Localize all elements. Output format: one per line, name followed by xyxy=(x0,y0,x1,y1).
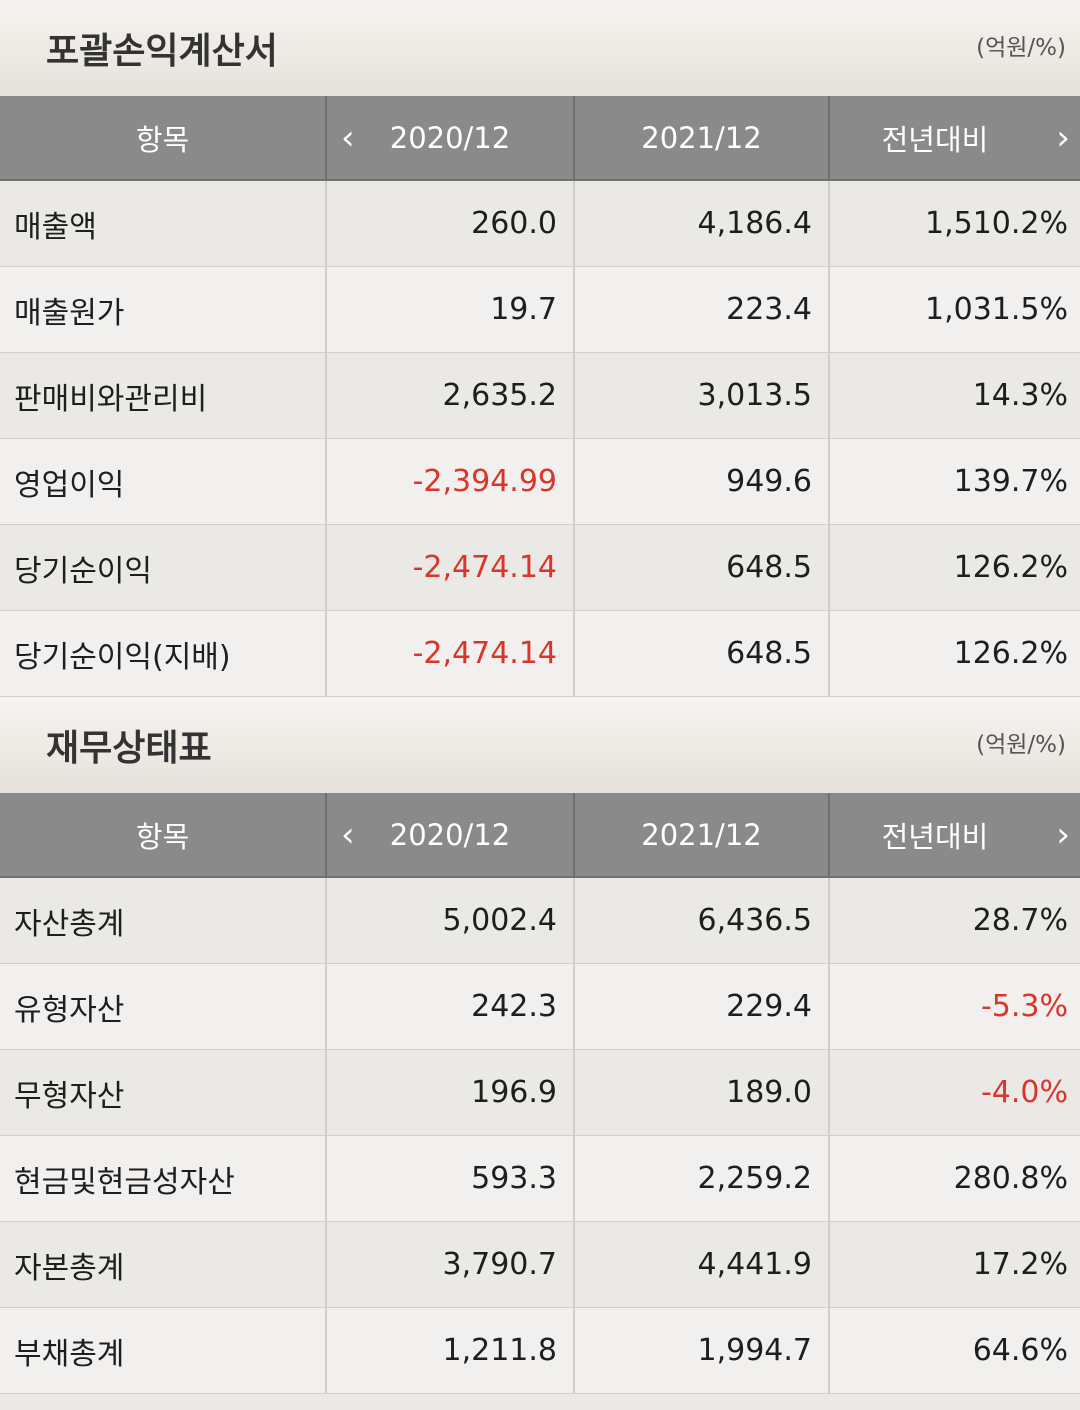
row-label: 부채총계 xyxy=(14,1336,125,1372)
value-2021: 229.4 xyxy=(573,964,828,1049)
value-2020: 2,635.2 xyxy=(325,353,573,438)
row-label: 매출원가 xyxy=(14,295,125,331)
table-row: 자본총계 3,790.7 4,441.9 17.2% xyxy=(0,1222,1080,1308)
table-row: 유형자산 242.3 229.4 -5.3% xyxy=(0,964,1080,1050)
value-2021: 6,436.5 xyxy=(573,878,828,963)
table-row: 영업이익 -2,394.99 949.6 139.7% xyxy=(0,439,1080,525)
row-label: 매출액 xyxy=(14,209,97,245)
table-row: 당기순이익 -2,474.14 648.5 126.2% xyxy=(0,525,1080,611)
table-row: 부채총계 1,211.8 1,994.7 64.6% xyxy=(0,1308,1080,1394)
value-2020: -2,474.14 xyxy=(325,525,573,610)
header-col-2020: ‹ 2020/12 xyxy=(325,96,573,179)
chevron-left-icon[interactable]: ‹ xyxy=(341,814,355,855)
section-header: 재무상태표 (억원/%) xyxy=(0,697,1080,793)
table-row: 자산총계 5,002.4 6,436.5 28.7% xyxy=(0,878,1080,964)
value-2020: 260.0 xyxy=(325,181,573,266)
value-2021: 949.6 xyxy=(573,439,828,524)
unit-label: (억원/%) xyxy=(976,35,1066,61)
value-yoy: 17.2% xyxy=(828,1222,1080,1307)
table-row: 현금및현금성자산 593.3 2,259.2 280.8% xyxy=(0,1136,1080,1222)
row-label: 당기순이익(지배) xyxy=(14,639,231,675)
value-yoy: 64.6% xyxy=(828,1308,1080,1393)
header-col-yoy: 전년대비 › xyxy=(828,793,1080,876)
header-col-2021: 2021/12 xyxy=(573,96,828,179)
value-yoy: 1,031.5% xyxy=(828,267,1080,352)
row-label: 판매비와관리비 xyxy=(14,381,208,417)
header-col-2021: 2021/12 xyxy=(573,793,828,876)
header-col-yoy: 전년대비 › xyxy=(828,96,1080,179)
header-col-2020: ‹ 2020/12 xyxy=(325,793,573,876)
value-2020: -2,474.14 xyxy=(325,611,573,696)
chevron-left-icon[interactable]: ‹ xyxy=(341,117,355,158)
value-2021: 4,441.9 xyxy=(573,1222,828,1307)
row-label: 무형자산 xyxy=(14,1078,125,1114)
value-yoy: 139.7% xyxy=(828,439,1080,524)
table-row: 매출액 260.0 4,186.4 1,510.2% xyxy=(0,181,1080,267)
value-yoy: 126.2% xyxy=(828,525,1080,610)
section-title: 재무상태표 xyxy=(46,728,212,769)
value-yoy: -4.0% xyxy=(828,1050,1080,1135)
value-2020: 3,790.7 xyxy=(325,1222,573,1307)
balance-table: 항목 ‹ 2020/12 2021/12 전년대비 › 자산총계 5,002.4 6… xyxy=(0,793,1080,1394)
header-item: 항목 xyxy=(135,122,190,157)
value-2021: 2,259.2 xyxy=(573,1136,828,1221)
header-item: 항목 xyxy=(135,819,190,854)
table-row: 당기순이익(지배) -2,474.14 648.5 126.2% xyxy=(0,611,1080,697)
value-2020: 5,002.4 xyxy=(325,878,573,963)
value-2020: 1,211.8 xyxy=(325,1308,573,1393)
value-yoy: 1,510.2% xyxy=(828,181,1080,266)
value-2021: 3,013.5 xyxy=(573,353,828,438)
table-header-row: 항목 ‹ 2020/12 2021/12 전년대비 › xyxy=(0,96,1080,181)
table-row: 판매비와관리비 2,635.2 3,013.5 14.3% xyxy=(0,353,1080,439)
chevron-right-icon[interactable]: › xyxy=(1056,814,1070,855)
table-header-row: 항목 ‹ 2020/12 2021/12 전년대비 › xyxy=(0,793,1080,878)
value-2021: 1,994.7 xyxy=(573,1308,828,1393)
section-title: 포괄손익계산서 xyxy=(46,31,278,72)
row-label: 자산총계 xyxy=(14,906,125,942)
chevron-right-icon[interactable]: › xyxy=(1056,117,1070,158)
table-row: 무형자산 196.9 189.0 -4.0% xyxy=(0,1050,1080,1136)
row-label: 현금및현금성자산 xyxy=(14,1164,235,1200)
income-statement-section: 포괄손익계산서 (억원/%) 항목 ‹ 2020/12 2021/12 전년대비… xyxy=(0,0,1080,697)
income-table: 항목 ‹ 2020/12 2021/12 전년대비 › 매출액 260.0 4,18… xyxy=(0,96,1080,697)
value-2021: 648.5 xyxy=(573,525,828,610)
value-2021: 223.4 xyxy=(573,267,828,352)
balance-sheet-section: 재무상태표 (억원/%) 항목 ‹ 2020/12 2021/12 전년대비 ›… xyxy=(0,697,1080,1394)
row-label: 유형자산 xyxy=(14,992,125,1028)
value-2020: 593.3 xyxy=(325,1136,573,1221)
value-2021: 648.5 xyxy=(573,611,828,696)
row-label: 자본총계 xyxy=(14,1250,125,1286)
value-yoy: 280.8% xyxy=(828,1136,1080,1221)
value-2020: 19.7 xyxy=(325,267,573,352)
value-2021: 4,186.4 xyxy=(573,181,828,266)
value-2020: -2,394.99 xyxy=(325,439,573,524)
value-yoy: 28.7% xyxy=(828,878,1080,963)
value-yoy: 14.3% xyxy=(828,353,1080,438)
value-2020: 242.3 xyxy=(325,964,573,1049)
value-2020: 196.9 xyxy=(325,1050,573,1135)
row-label: 영업이익 xyxy=(14,467,125,503)
value-yoy: -5.3% xyxy=(828,964,1080,1049)
row-label: 당기순이익 xyxy=(14,553,152,589)
section-header: 포괄손익계산서 (억원/%) xyxy=(0,0,1080,96)
value-yoy: 126.2% xyxy=(828,611,1080,696)
value-2021: 189.0 xyxy=(573,1050,828,1135)
table-row: 매출원가 19.7 223.4 1,031.5% xyxy=(0,267,1080,353)
unit-label: (억원/%) xyxy=(976,732,1066,758)
